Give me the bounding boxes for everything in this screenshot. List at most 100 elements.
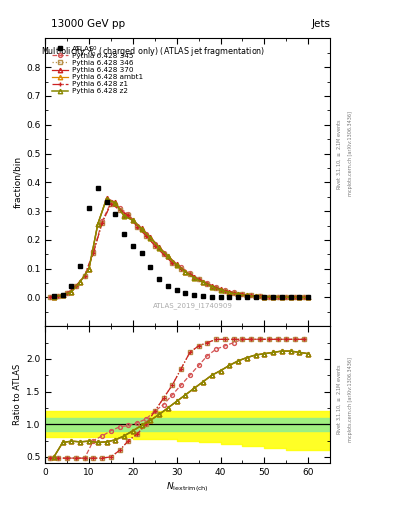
Text: Multiplicity $\lambda_0^0$ (charged only) (ATLAS jet fragmentation): Multiplicity $\lambda_0^0$ (charged only… xyxy=(41,44,266,59)
Pythia 6.428 370 xyxy=(262,293,267,300)
Text: mcplots.cern.ch [arXiv:1306.3436]: mcplots.cern.ch [arXiv:1306.3436] xyxy=(348,357,353,442)
Pythia 6.428 z2 xyxy=(183,269,188,275)
Pythia 6.428 ambt1 xyxy=(69,289,74,295)
Pythia 6.428 345 xyxy=(47,294,52,300)
Pythia 6.428 z2 xyxy=(51,293,56,300)
Pythia 6.428 ambt1 xyxy=(201,279,206,285)
Pythia 6.428 ambt1 xyxy=(192,275,196,281)
Pythia 6.428 z2 xyxy=(130,217,135,223)
Pythia 6.428 370 xyxy=(271,294,275,300)
Pythia 6.428 z2 xyxy=(95,221,100,227)
Pythia 6.428 346 xyxy=(249,292,253,298)
ATLAS xyxy=(95,185,100,191)
Pythia 6.428 z1 xyxy=(126,212,131,219)
Pythia 6.428 370 xyxy=(236,291,241,297)
Pythia 6.428 z1 xyxy=(73,283,78,289)
Pythia 6.428 346 xyxy=(73,283,78,289)
Pythia 6.428 z1 xyxy=(196,276,201,283)
Pythia 6.428 345 xyxy=(266,293,271,300)
Line: ATLAS: ATLAS xyxy=(51,186,310,300)
Pythia 6.428 z1 xyxy=(187,271,192,277)
ATLAS xyxy=(51,293,56,299)
Pythia 6.428 346 xyxy=(161,251,166,258)
Pythia 6.428 346 xyxy=(258,293,263,299)
Pythia 6.428 z1 xyxy=(65,290,70,296)
Y-axis label: Ratio to ATLAS: Ratio to ATLAS xyxy=(13,364,22,425)
X-axis label: $N_{\mathrm{lextrim(ch)}}$: $N_{\mathrm{lextrim(ch)}}$ xyxy=(166,480,209,494)
Pythia 6.428 z2 xyxy=(279,294,284,300)
Pythia 6.428 ambt1 xyxy=(209,284,214,290)
Pythia 6.428 346 xyxy=(293,294,298,300)
Pythia 6.428 z1 xyxy=(231,289,236,295)
Pythia 6.428 ambt1 xyxy=(297,294,302,301)
Pythia 6.428 ambt1 xyxy=(78,279,83,285)
Pythia 6.428 345 xyxy=(205,280,210,286)
Pythia 6.428 z1 xyxy=(108,201,113,207)
Pythia 6.428 z2 xyxy=(122,213,127,219)
Line: Pythia 6.428 345: Pythia 6.428 345 xyxy=(48,201,306,300)
Pythia 6.428 345 xyxy=(196,275,201,282)
Pythia 6.428 346 xyxy=(56,293,61,299)
Pythia 6.428 ambt1 xyxy=(122,213,127,219)
Pythia 6.428 ambt1 xyxy=(262,293,267,300)
Pythia 6.428 370 xyxy=(192,274,196,281)
Line: Pythia 6.428 370: Pythia 6.428 370 xyxy=(52,196,310,300)
Pythia 6.428 345 xyxy=(82,273,87,279)
Text: mcplots.cern.ch [arXiv:1306.3436]: mcplots.cern.ch [arXiv:1306.3436] xyxy=(348,111,353,196)
Pythia 6.428 ambt1 xyxy=(165,253,170,260)
Pythia 6.428 346 xyxy=(135,224,140,230)
ATLAS xyxy=(218,294,223,300)
Pythia 6.428 346 xyxy=(82,273,87,279)
Pythia 6.428 ambt1 xyxy=(51,293,56,300)
Pythia 6.428 z2 xyxy=(236,291,241,297)
Pythia 6.428 370 xyxy=(244,292,249,298)
Pythia 6.428 370 xyxy=(165,253,170,259)
Pythia 6.428 345 xyxy=(275,294,280,300)
Pythia 6.428 z1 xyxy=(56,293,61,299)
ATLAS xyxy=(192,291,196,297)
Pythia 6.428 345 xyxy=(126,211,131,217)
Text: ATLAS_2019_I1740909: ATLAS_2019_I1740909 xyxy=(153,302,233,309)
ATLAS xyxy=(69,283,74,289)
ATLAS xyxy=(279,294,284,301)
Pythia 6.428 370 xyxy=(87,266,92,272)
Pythia 6.428 z1 xyxy=(249,292,253,298)
Pythia 6.428 346 xyxy=(187,271,192,277)
Pythia 6.428 z2 xyxy=(87,266,92,272)
Pythia 6.428 z2 xyxy=(69,289,74,295)
Pythia 6.428 346 xyxy=(170,260,174,266)
Pythia 6.428 z2 xyxy=(288,294,293,301)
Pythia 6.428 346 xyxy=(65,290,70,296)
Pythia 6.428 345 xyxy=(135,222,140,228)
Pythia 6.428 370 xyxy=(288,294,293,300)
Pythia 6.428 z2 xyxy=(104,196,109,202)
Pythia 6.428 z2 xyxy=(227,289,231,295)
Pythia 6.428 z2 xyxy=(174,262,179,268)
Pythia 6.428 z1 xyxy=(161,251,166,258)
Pythia 6.428 346 xyxy=(222,288,227,294)
Pythia 6.428 346 xyxy=(47,294,52,300)
Pythia 6.428 z2 xyxy=(244,292,249,298)
Pythia 6.428 z2 xyxy=(78,279,83,285)
Line: Pythia 6.428 346: Pythia 6.428 346 xyxy=(48,202,306,300)
Pythia 6.428 z2 xyxy=(297,294,302,301)
Pythia 6.428 346 xyxy=(205,281,210,287)
Pythia 6.428 346 xyxy=(214,285,219,291)
Pythia 6.428 z1 xyxy=(266,293,271,300)
Pythia 6.428 345 xyxy=(187,270,192,276)
Pythia 6.428 z1 xyxy=(91,250,96,256)
Pythia 6.428 ambt1 xyxy=(271,294,275,300)
Pythia 6.428 ambt1 xyxy=(244,292,249,298)
Pythia 6.428 345 xyxy=(284,294,288,300)
Pythia 6.428 370 xyxy=(78,279,83,285)
ATLAS xyxy=(183,290,188,296)
Pythia 6.428 370 xyxy=(306,294,310,301)
Pythia 6.428 346 xyxy=(240,291,245,297)
Pythia 6.428 345 xyxy=(231,289,236,295)
Text: Rivet 3.1.10, $\geq$ 2.1M events: Rivet 3.1.10, $\geq$ 2.1M events xyxy=(336,118,343,189)
Pythia 6.428 345 xyxy=(73,283,78,289)
Pythia 6.428 z2 xyxy=(306,294,310,301)
Pythia 6.428 370 xyxy=(51,293,56,300)
Pythia 6.428 ambt1 xyxy=(148,234,153,241)
Text: Rivet 3.1.10, $\geq$ 2.1M events: Rivet 3.1.10, $\geq$ 2.1M events xyxy=(336,364,343,435)
